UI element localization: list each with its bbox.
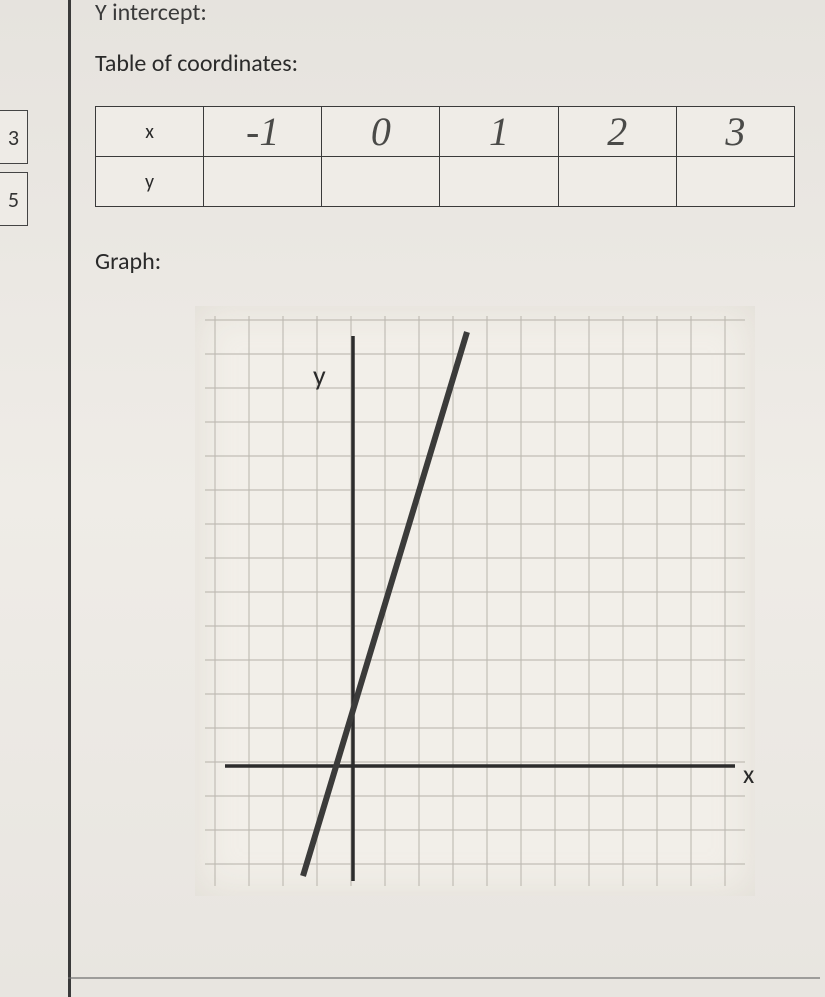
graph-area: y x — [195, 306, 755, 896]
left-cell-bottom-value: 5 — [8, 186, 19, 213]
y-cell-0 — [204, 157, 322, 207]
vertical-divider — [68, 0, 71, 997]
x-cell-0: -1 — [204, 107, 322, 157]
x-cell-4: 3 — [676, 107, 794, 157]
left-cell-bottom: 5 — [0, 172, 28, 226]
graph-svg — [195, 306, 755, 896]
x-cell-1: 0 — [322, 107, 440, 157]
x-value-3: 2 — [607, 109, 627, 154]
left-cell-top: 3 — [0, 110, 28, 164]
x-value-1: 0 — [371, 109, 391, 154]
table-caption: Table of coordinates: — [95, 49, 795, 78]
x-axis-label: x — [743, 758, 754, 790]
coordinates-table: x -1 0 1 2 3 y — [95, 106, 795, 207]
y-intercept-heading: Y intercept: — [95, 0, 795, 27]
row-label-x: x — [96, 107, 204, 157]
x-value-0: -1 — [246, 109, 279, 154]
x-value-2: 1 — [489, 109, 509, 154]
y-cell-3 — [558, 157, 676, 207]
row-label-y: y — [96, 157, 204, 207]
main-content: Y intercept: Table of coordinates: x -1 … — [95, 0, 795, 896]
y-cell-1 — [322, 157, 440, 207]
x-cell-3: 2 — [558, 107, 676, 157]
coordinates-table-container: x -1 0 1 2 3 y — [95, 106, 795, 207]
bottom-rule — [68, 977, 820, 979]
x-value-4: 3 — [725, 109, 745, 154]
graph-caption: Graph: — [95, 247, 795, 276]
table-row-y: y — [96, 157, 795, 207]
y-cell-2 — [440, 157, 558, 207]
left-cell-top-value: 3 — [8, 124, 19, 151]
table-row-x: x -1 0 1 2 3 — [96, 107, 795, 157]
y-axis-label: y — [313, 358, 326, 393]
y-cell-4 — [676, 157, 794, 207]
left-margin-column: 3 5 — [0, 0, 30, 997]
x-cell-2: 1 — [440, 107, 558, 157]
